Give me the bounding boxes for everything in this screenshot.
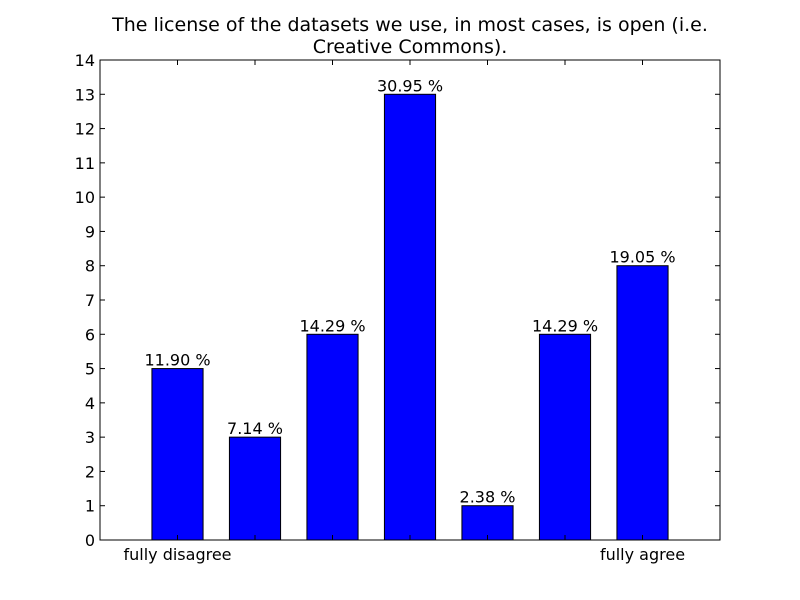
y-tick-label: 14 — [75, 51, 95, 70]
bar — [151, 368, 204, 541]
bar — [383, 93, 437, 541]
bar-data-label: 7.14 % — [227, 419, 283, 438]
bar — [306, 333, 359, 541]
x-tick-label: fully agree — [600, 545, 685, 564]
bar-data-label: 11.90 % — [144, 351, 210, 370]
y-tick-label: 3 — [85, 428, 95, 447]
y-tick-label: 7 — [85, 291, 95, 310]
y-tick-label: 8 — [85, 257, 95, 276]
y-tick-label: 5 — [85, 360, 95, 379]
y-tick-label: 11 — [75, 154, 95, 173]
bar — [461, 505, 514, 541]
y-tick-label: 9 — [85, 222, 95, 241]
bar-data-label: 2.38 % — [460, 488, 516, 507]
x-axis: fully disagree fully agree — [123, 60, 685, 564]
x-tick-label: fully disagree — [123, 545, 231, 564]
chart-title-line-1: The license of the datasets we use, in m… — [111, 14, 708, 36]
chart-title: The license of the datasets we use, in m… — [111, 14, 708, 58]
y-tick-label: 2 — [85, 462, 95, 481]
y-tick-label: 6 — [85, 325, 95, 344]
bar-data-label: 14.29 % — [299, 316, 365, 335]
bar-series: 11.90 % 7.14 % 14.29 % 30.95 % 2.38 % 14.29 %… — [144, 76, 676, 541]
bar-data-label: 30.95 % — [377, 76, 443, 95]
chart-title-line-2: Creative Commons). — [313, 36, 508, 58]
bar-data-label: 14.29 % — [532, 316, 598, 335]
y-tick-label: 13 — [75, 85, 95, 104]
bar — [616, 265, 669, 541]
bar — [228, 436, 282, 541]
bar-data-label: 19.05 % — [609, 248, 675, 267]
bar — [538, 333, 592, 541]
y-tick-label: 12 — [75, 120, 95, 139]
y-tick-label: 1 — [85, 497, 95, 516]
y-tick-label: 0 — [85, 531, 95, 550]
y-tick-label: 4 — [85, 394, 95, 413]
y-tick-label: 10 — [75, 188, 95, 207]
plot-frame — [99, 59, 721, 541]
